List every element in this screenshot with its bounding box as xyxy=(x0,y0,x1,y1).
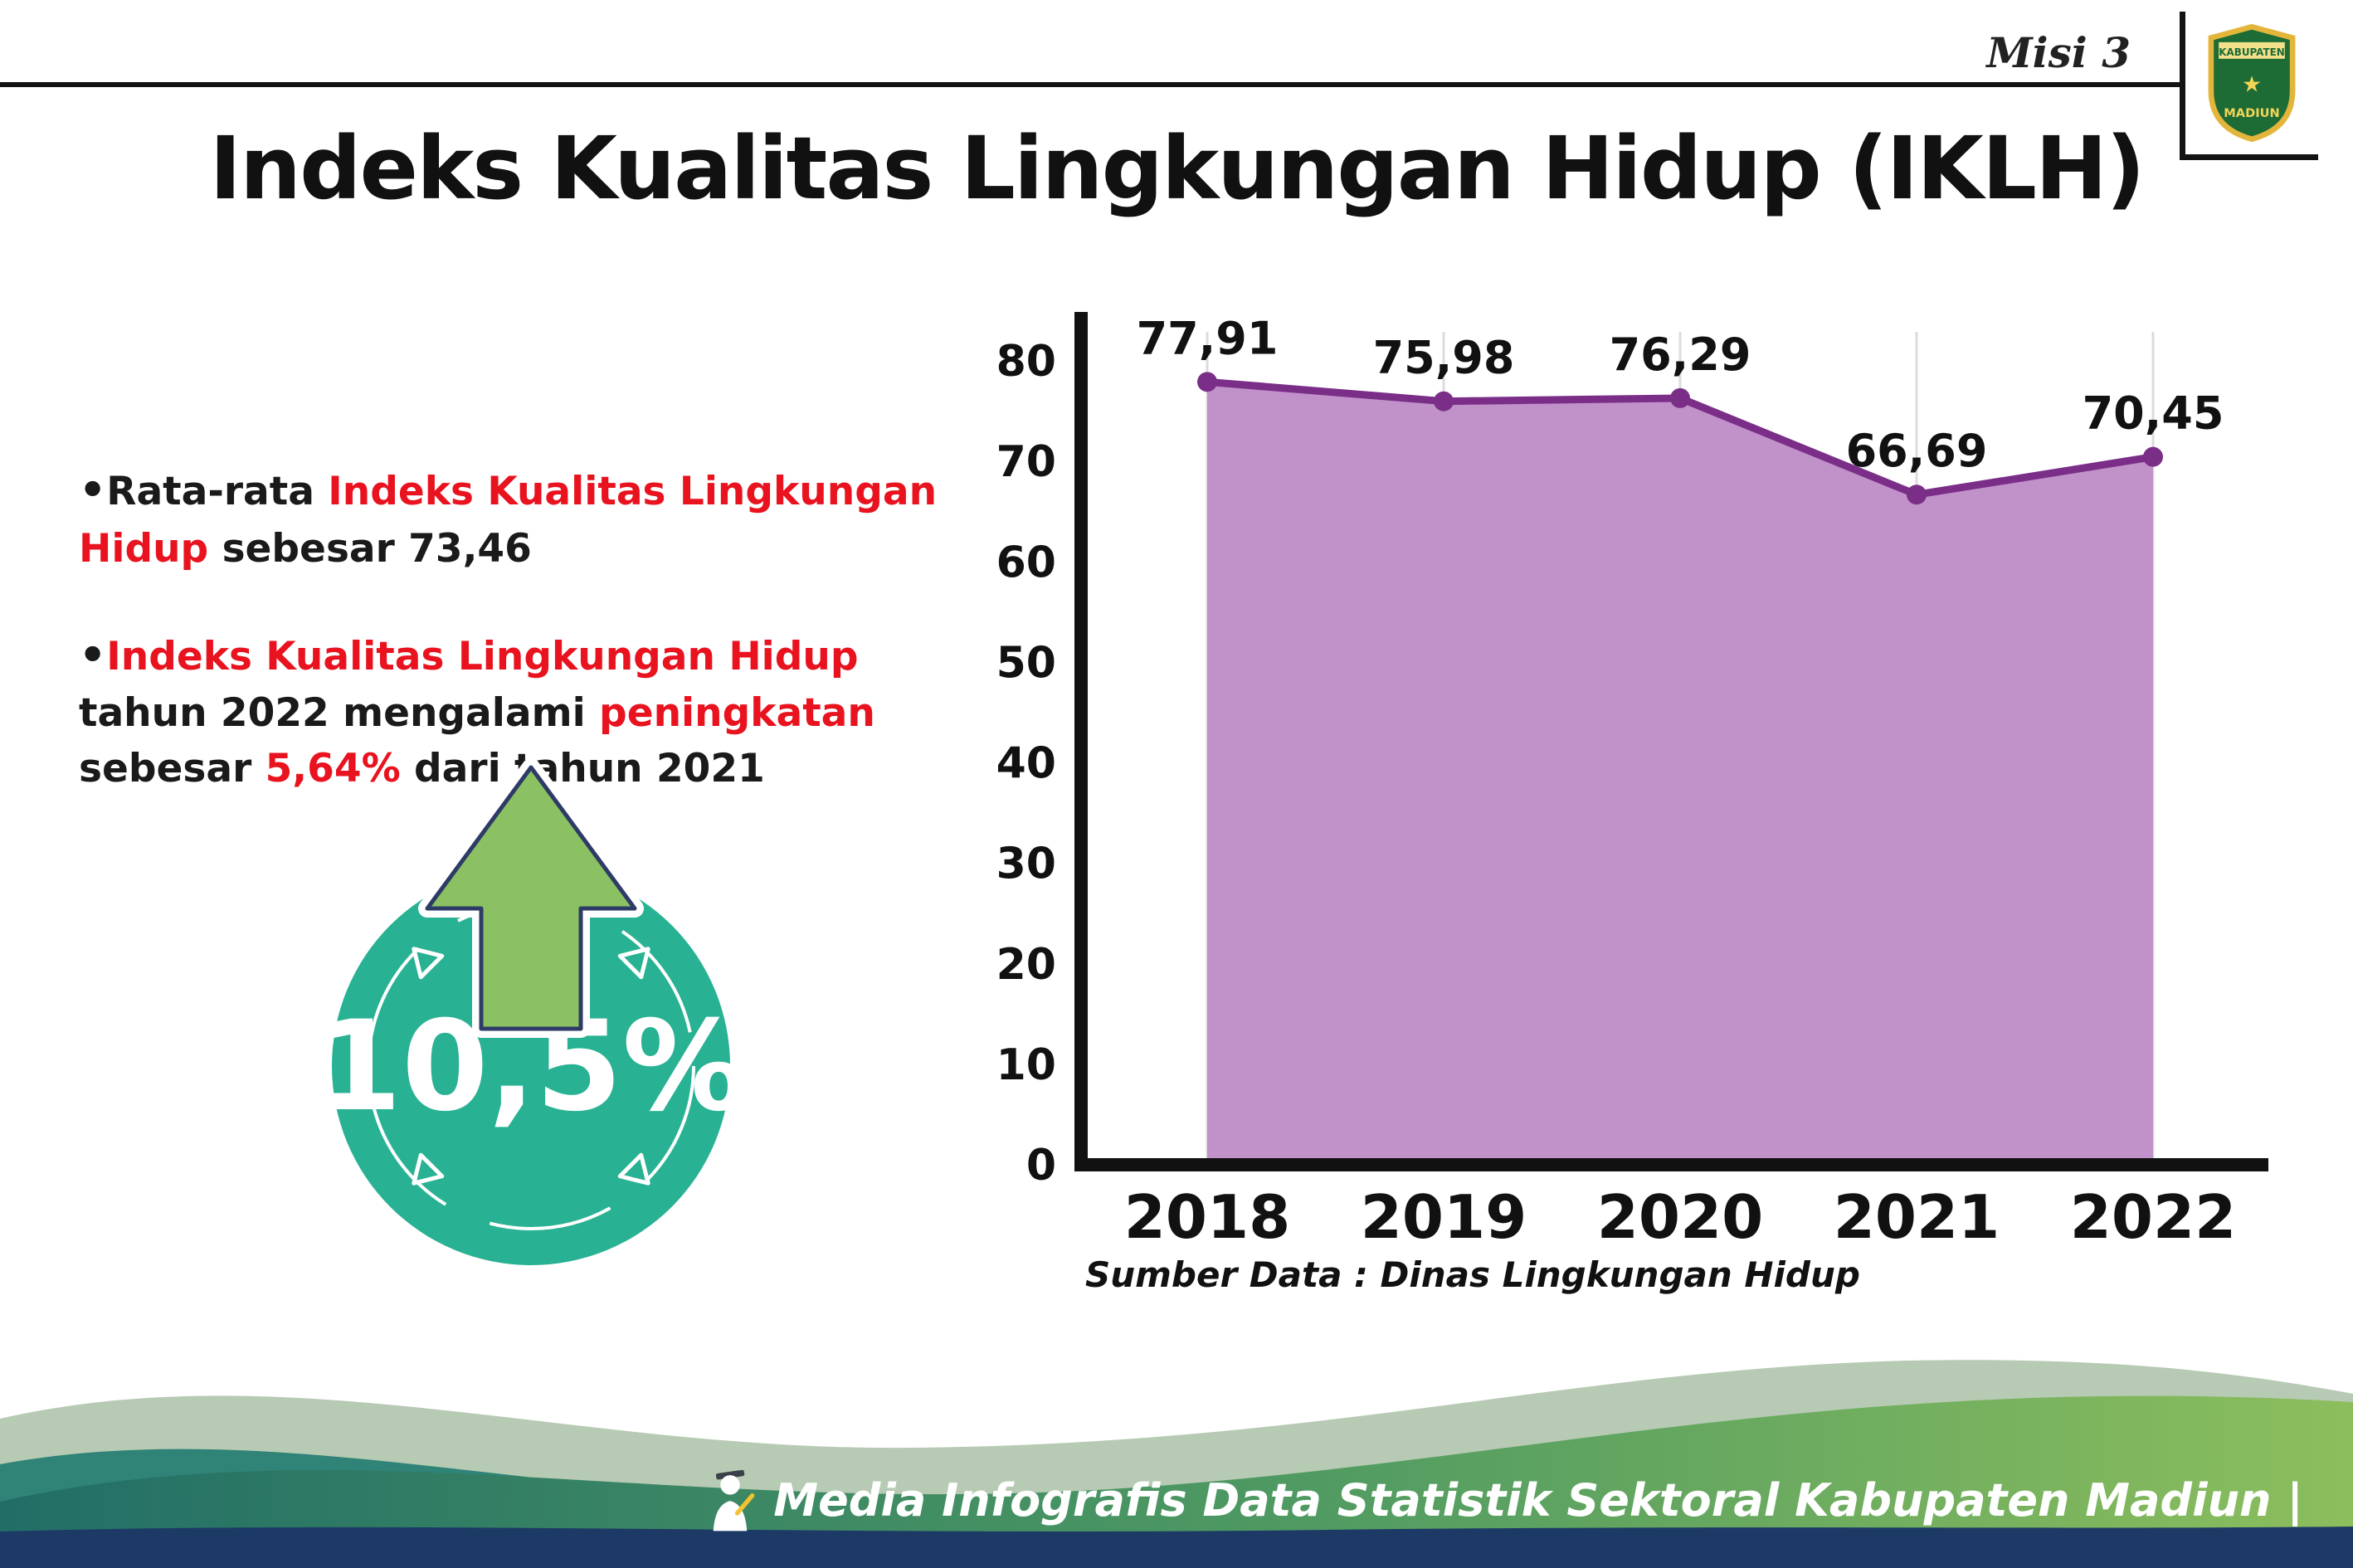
bullet-average: •Rata-rata Indeks Kualitas Lingkungan Hi… xyxy=(79,460,967,577)
bullet-text: Rata-rata xyxy=(106,469,329,514)
key-points: •Rata-rata Indeks Kualitas Lingkungan Hi… xyxy=(79,460,967,845)
page-title: Indeks Kualitas Lingkungan Hidup (IKLH) xyxy=(209,118,2145,219)
badge-triangle-marks xyxy=(412,947,650,1186)
up-arrow-icon xyxy=(425,765,637,1031)
bullet-dot: • xyxy=(79,630,107,680)
bullet-dot: • xyxy=(79,465,107,515)
svg-text:70,45: 70,45 xyxy=(2083,387,2224,440)
svg-text:2022: 2022 xyxy=(2070,1182,2236,1244)
data-source: Sumber Data : Dinas Lingkungan Hidup xyxy=(1085,1254,1860,1295)
bullet-text: tahun 2022 mengalami xyxy=(79,690,600,737)
svg-text:10: 10 xyxy=(996,1040,1056,1090)
svg-text:60: 60 xyxy=(996,538,1056,587)
iklh-area-chart: 0 10 20 30 40 50 60 70 80 2018 2019 2020 2021 2022 77,… xyxy=(996,312,2268,1244)
bullet-text-highlight: Indeks Kualitas Lingkungan Hidup xyxy=(106,633,859,679)
footer-waves xyxy=(0,1360,2353,1568)
header-rule xyxy=(0,82,2180,87)
svg-text:77,91: 77,91 xyxy=(1137,312,1279,364)
logo-line2: MADIUN xyxy=(2224,106,2279,120)
bullet-text-highlight: 5,64% xyxy=(265,746,401,792)
svg-text:80: 80 xyxy=(996,337,1056,387)
svg-text:40: 40 xyxy=(996,739,1056,789)
svg-text:50: 50 xyxy=(996,638,1056,688)
bullet-text: sebesar 73,46 xyxy=(208,525,532,572)
footer-credit: Media Infografis Data Statistik Sektoral… xyxy=(704,1467,2303,1533)
svg-text:20: 20 xyxy=(996,940,1056,990)
star-icon: ★ xyxy=(2242,72,2262,98)
svg-text:2020: 2020 xyxy=(1597,1182,1763,1244)
misi-label: Misi 3 xyxy=(1986,28,2131,77)
bullet-text-highlight: peningkatan xyxy=(599,690,875,737)
bullet-text-highlight: Indeks Kualitas Lingkungan Hidup xyxy=(79,469,938,572)
shield-emblem-icon: KABUPATEN ★ MADIUN xyxy=(2208,23,2296,143)
bullet-text: sebesar xyxy=(79,746,266,792)
mascot-icon xyxy=(714,1469,755,1531)
logo-line1: KABUPATEN xyxy=(2219,46,2285,58)
svg-text:70: 70 xyxy=(996,437,1056,487)
svg-text:76,29: 76,29 xyxy=(1610,329,1751,381)
footer-text: Media Infografis Data Statistik Sektoral… xyxy=(773,1473,2303,1527)
svg-text:2021: 2021 xyxy=(1834,1182,2000,1244)
svg-text:30: 30 xyxy=(996,840,1056,889)
bullet-text: dari tahun 2021 xyxy=(400,746,765,792)
svg-text:66,69: 66,69 xyxy=(1846,425,1988,477)
svg-text:2018: 2018 xyxy=(1124,1182,1290,1244)
kabupaten-madiun-logo: KABUPATEN ★ MADIUN xyxy=(2180,12,2318,160)
bullet-increase: •Indeks Kualitas Lingkungan Hidup tahun … xyxy=(79,626,967,797)
svg-text:75,98: 75,98 xyxy=(1373,332,1515,384)
increase-badge: 10,5% xyxy=(315,758,747,1265)
svg-text:2019: 2019 xyxy=(1361,1182,1527,1244)
svg-text:0: 0 xyxy=(1026,1141,1056,1191)
